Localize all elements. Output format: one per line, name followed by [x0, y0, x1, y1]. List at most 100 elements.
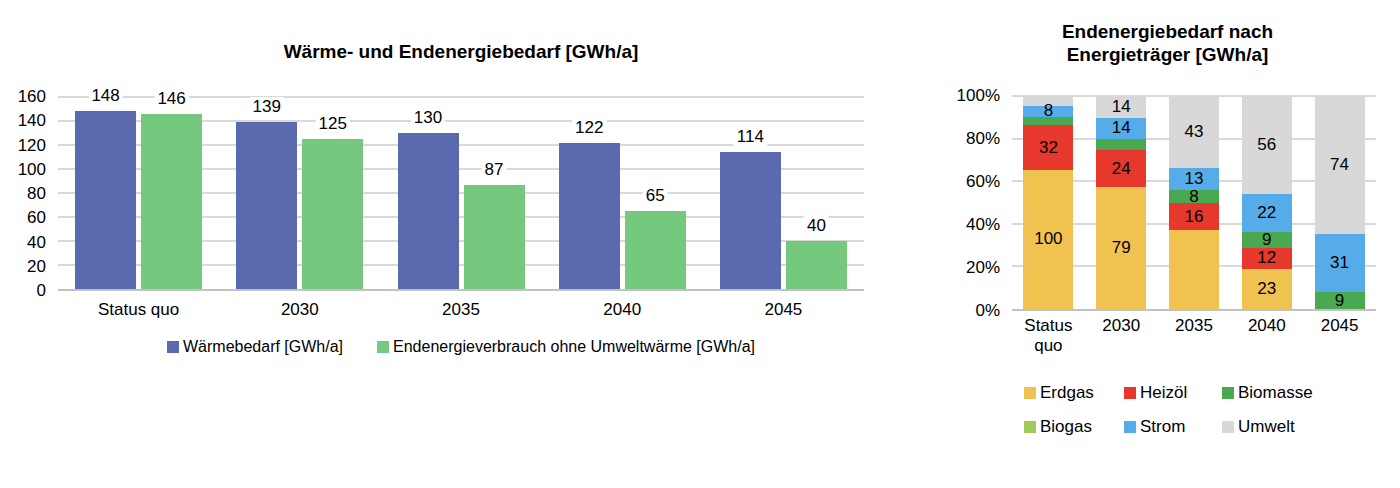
- left-x-axis: Status quo2030203520402045: [58, 300, 864, 320]
- legend-swatch: [1222, 421, 1234, 433]
- legend-swatch: [1024, 387, 1036, 399]
- legend-label: Endenergieverbrauch ohne Umweltwärme [GW…: [393, 338, 755, 356]
- right-chart-title-line2: Energieträger [GWh/a]: [940, 43, 1395, 66]
- y-tick-label: 100%: [940, 86, 1000, 106]
- legend-item-biomasse: Biomasse: [1222, 383, 1313, 403]
- bar-value-label: 65: [643, 186, 668, 206]
- segment-value-label: 100: [1034, 230, 1062, 248]
- x-category-label: 2030: [219, 300, 380, 320]
- left-plot-area: 148146139125130871226511440: [58, 97, 864, 291]
- segment-biomasse: [1023, 117, 1073, 125]
- segment-value-label: 16: [1185, 208, 1204, 226]
- stacked-bar-2045: 9 31 74: [1315, 96, 1365, 309]
- x-category-label: 2045: [1303, 316, 1376, 356]
- bar-endenergieverbrauch-ohne-umweltw-rme-gwh-a-: 65: [625, 211, 686, 289]
- segment-umwelt: 74: [1315, 96, 1365, 234]
- right-chart-title-line1: Endenergiebedarf nach: [940, 20, 1395, 43]
- bar-value-label: 114: [734, 127, 767, 147]
- segment-heiz-l: 24: [1096, 150, 1146, 187]
- bar-group-2040: 12265: [542, 97, 703, 289]
- segment-value-label: 13: [1185, 170, 1204, 188]
- segment-value-label: 22: [1257, 204, 1276, 222]
- y-tick-label: 0: [0, 281, 46, 301]
- y-tick-label: 0%: [940, 301, 1000, 321]
- segment-biomasse: 9: [1315, 292, 1365, 309]
- segment-biomasse: 8: [1169, 190, 1219, 203]
- segment-umwelt: 43: [1169, 96, 1219, 168]
- x-category-label: Status quo: [1012, 316, 1085, 356]
- x-category-label: Status quo: [58, 300, 219, 320]
- stacked-bar-2040: 23 129 22 56: [1242, 96, 1292, 309]
- segment-value-label: 9: [1262, 231, 1271, 249]
- bar-group-2030: 139125: [219, 97, 380, 289]
- right-y-axis: 100%80%60%40%20%0%: [940, 96, 1000, 311]
- y-tick-label: 100: [0, 160, 46, 180]
- stacked-bar-slot-2030: 79 24 1414: [1085, 96, 1158, 309]
- segment-value-label: 56: [1257, 136, 1276, 154]
- segment-erdgas: 23: [1242, 269, 1292, 309]
- report-canvas: Wärme- und Endenergiebedarf [GWh/a] 0204…: [0, 0, 1400, 488]
- stacked-bar-status-quo: 100 32 8: [1023, 96, 1073, 309]
- bar-endenergieverbrauch-ohne-umweltw-rme-gwh-a-: 40: [786, 241, 847, 289]
- x-category-label: 2035: [380, 300, 541, 320]
- x-category-label: 2035: [1158, 316, 1231, 356]
- right-plot-area: 10032879241414168134323129225693174: [1012, 96, 1376, 311]
- segment-value-label: 24: [1112, 160, 1131, 178]
- legend-item-endenergieverbrauch-ohne-umweltw-rme-gwh-a-: Endenergieverbrauch ohne Umweltwärme [GW…: [377, 338, 755, 356]
- segment-biomasse: 9: [1242, 232, 1292, 248]
- segment-strom: 14: [1096, 118, 1146, 140]
- legend-swatch: [377, 341, 389, 353]
- legend-swatch: [1222, 387, 1234, 399]
- legend-swatch: [1124, 421, 1136, 433]
- segment-erdgas: [1169, 230, 1219, 309]
- segment-heiz-l: 32: [1023, 125, 1073, 170]
- legend-label: Heizöl: [1140, 383, 1187, 403]
- legend-label: Biogas: [1040, 417, 1092, 437]
- legend-item-umwelt: Umwelt: [1222, 417, 1313, 437]
- bar-endenergieverbrauch-ohne-umweltw-rme-gwh-a-: 87: [464, 185, 525, 289]
- right-bars: 10032879241414168134323129225693174: [1012, 96, 1376, 309]
- bar-group-2045: 114 40: [703, 97, 864, 289]
- legend-item-biogas: Biogas: [1024, 417, 1124, 437]
- x-category-label: 2040: [542, 300, 703, 320]
- legend-item-w-rmebedarf-gwh-a-: Wärmebedarf [GWh/a]: [167, 338, 343, 356]
- bar-value-label: 146: [154, 89, 188, 109]
- bar-value-label: 139: [250, 97, 284, 117]
- segment-strom: 8: [1023, 106, 1073, 117]
- y-tick-label: 20: [0, 257, 46, 277]
- y-tick-label: 60: [0, 208, 46, 228]
- segment-value-label: 12: [1257, 249, 1276, 267]
- segment-value-label: 32: [1039, 139, 1058, 157]
- segment-value-label: 74: [1330, 156, 1349, 174]
- y-tick-label: 20%: [940, 258, 1000, 278]
- segment-heiz-l: 16: [1169, 203, 1219, 230]
- stacked-bar-slot-2035: 16 8 13 43: [1158, 96, 1231, 309]
- y-tick-label: 40%: [940, 215, 1000, 235]
- legend-item-heiz-l: Heizöl: [1124, 383, 1222, 403]
- segment-strom: 22: [1242, 194, 1292, 232]
- left-legend: Wärmebedarf [GWh/a] Endenergieverbrauch o…: [58, 338, 864, 356]
- segment-biomasse: [1096, 139, 1146, 150]
- bar-group-status-quo: 148146: [58, 97, 219, 289]
- legend-item-erdgas: Erdgas: [1024, 383, 1124, 403]
- x-category-label: 2030: [1085, 316, 1158, 356]
- segment-erdgas: 79: [1096, 187, 1146, 309]
- legend-swatch: [167, 341, 179, 353]
- stacked-bar-slot-status-quo: 100 32 8: [1012, 96, 1085, 309]
- legend-label: Biomasse: [1238, 383, 1313, 403]
- y-tick-label: 80: [0, 184, 46, 204]
- x-category-label: 2040: [1230, 316, 1303, 356]
- bar-w-rmebedarf-gwh-a-: 139: [236, 122, 297, 289]
- right-legend: ErdgasHeizölBiomasseBiogasStromUmwelt: [1024, 383, 1313, 437]
- y-tick-label: 120: [0, 136, 46, 156]
- segment-heiz-l: 12: [1242, 248, 1292, 269]
- bar-endenergieverbrauch-ohne-umweltw-rme-gwh-a-: 146: [141, 114, 202, 289]
- segment-umwelt: 56: [1242, 96, 1292, 194]
- bar-value-label: 148: [88, 86, 122, 106]
- segment-value-label: 79: [1112, 239, 1131, 257]
- segment-umwelt: 14: [1096, 96, 1146, 118]
- segment-value-label: 9: [1335, 292, 1344, 310]
- bar-w-rmebedarf-gwh-a-: 122: [559, 143, 620, 289]
- y-tick-label: 80%: [940, 129, 1000, 149]
- segment-value-label: 31: [1330, 254, 1349, 272]
